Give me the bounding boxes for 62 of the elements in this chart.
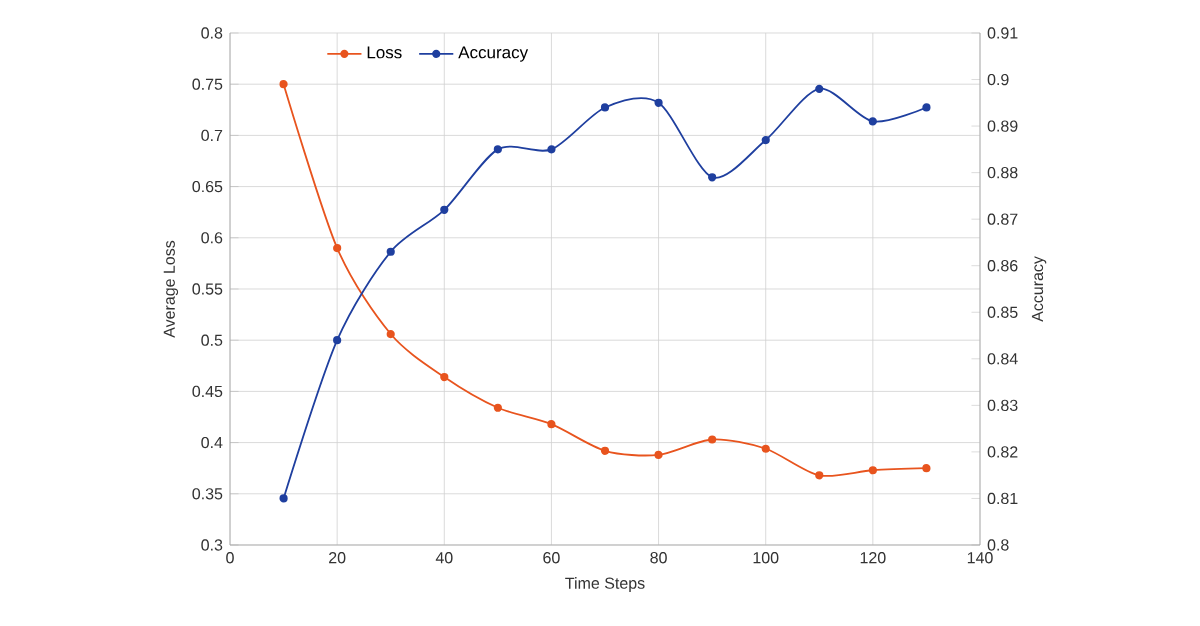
point (440, 372, 449, 382)
y2-tick-label: 0.82 (987, 446, 1018, 458)
x-tick-label: 120 (860, 552, 886, 564)
y2-tick-label: 0.83 (987, 399, 1018, 412)
y2-tick-label: 0.86 (987, 260, 1018, 272)
point (654, 450, 663, 459)
point (547, 420, 556, 429)
point (547, 145, 556, 154)
point (708, 435, 717, 444)
x-tick-label: 140 (967, 552, 993, 564)
y2-tick-label: 0.91 (987, 27, 1018, 39)
point (333, 336, 342, 345)
point (708, 173, 717, 182)
point (386, 329, 395, 339)
point (493, 145, 502, 154)
y2-tick-label: 0.88 (987, 166, 1018, 179)
y2-tick-label: 0.8 (987, 539, 1009, 551)
y-tick-label: 0.45 (192, 385, 223, 398)
y-tick-label: 0.4 (201, 436, 223, 449)
point (815, 84, 824, 93)
x-tick-label: 80 (650, 552, 667, 564)
point (600, 103, 610, 112)
y-tick-label: 0.5 (201, 334, 223, 346)
point (868, 117, 877, 126)
y2-tick-label: 0.84 (987, 353, 1018, 365)
point (868, 466, 877, 475)
x-tick-label: 20 (329, 552, 346, 564)
legend-label: Accuracy (458, 46, 529, 62)
y-tick-label: 0.8 (201, 27, 223, 39)
point (815, 471, 824, 480)
point (761, 444, 770, 453)
point (279, 494, 288, 503)
point (600, 446, 610, 455)
y2-axis-title: Accuracy (1031, 256, 1047, 322)
y-axis-title: Average Loss (163, 240, 179, 338)
x-tick-label: 100 (753, 552, 779, 564)
y2-tick-label: 0.9 (987, 73, 1009, 86)
point (493, 403, 502, 412)
point (922, 103, 931, 112)
x-tick-label: 60 (543, 552, 560, 564)
y2-tick-label: 0.89 (987, 120, 1018, 132)
y-tick-label: 0.75 (192, 78, 223, 90)
x-axis-title: Time Steps (565, 577, 645, 593)
y2-tick-label: 0.81 (987, 492, 1018, 505)
y-tick-label: 0.35 (192, 488, 223, 500)
point (654, 98, 663, 107)
point (386, 247, 395, 256)
point (440, 205, 449, 214)
y2-tick-label: 0.87 (987, 213, 1018, 225)
y-tick-label: 0.7 (201, 129, 223, 142)
x-tick-label: 0 (226, 552, 234, 564)
point (333, 243, 342, 253)
y2-tick-label: 0.85 (987, 306, 1018, 318)
point (761, 135, 770, 145)
y-tick-label: 0.3 (201, 539, 223, 551)
y-tick-label: 0.55 (192, 283, 223, 295)
x-tick-label: 40 (435, 552, 453, 564)
y-tick-label: 0.6 (201, 232, 223, 244)
legend-label: Loss (367, 46, 402, 59)
point (922, 464, 931, 473)
y-tick-label: 0.65 (192, 180, 223, 193)
point (279, 80, 288, 89)
